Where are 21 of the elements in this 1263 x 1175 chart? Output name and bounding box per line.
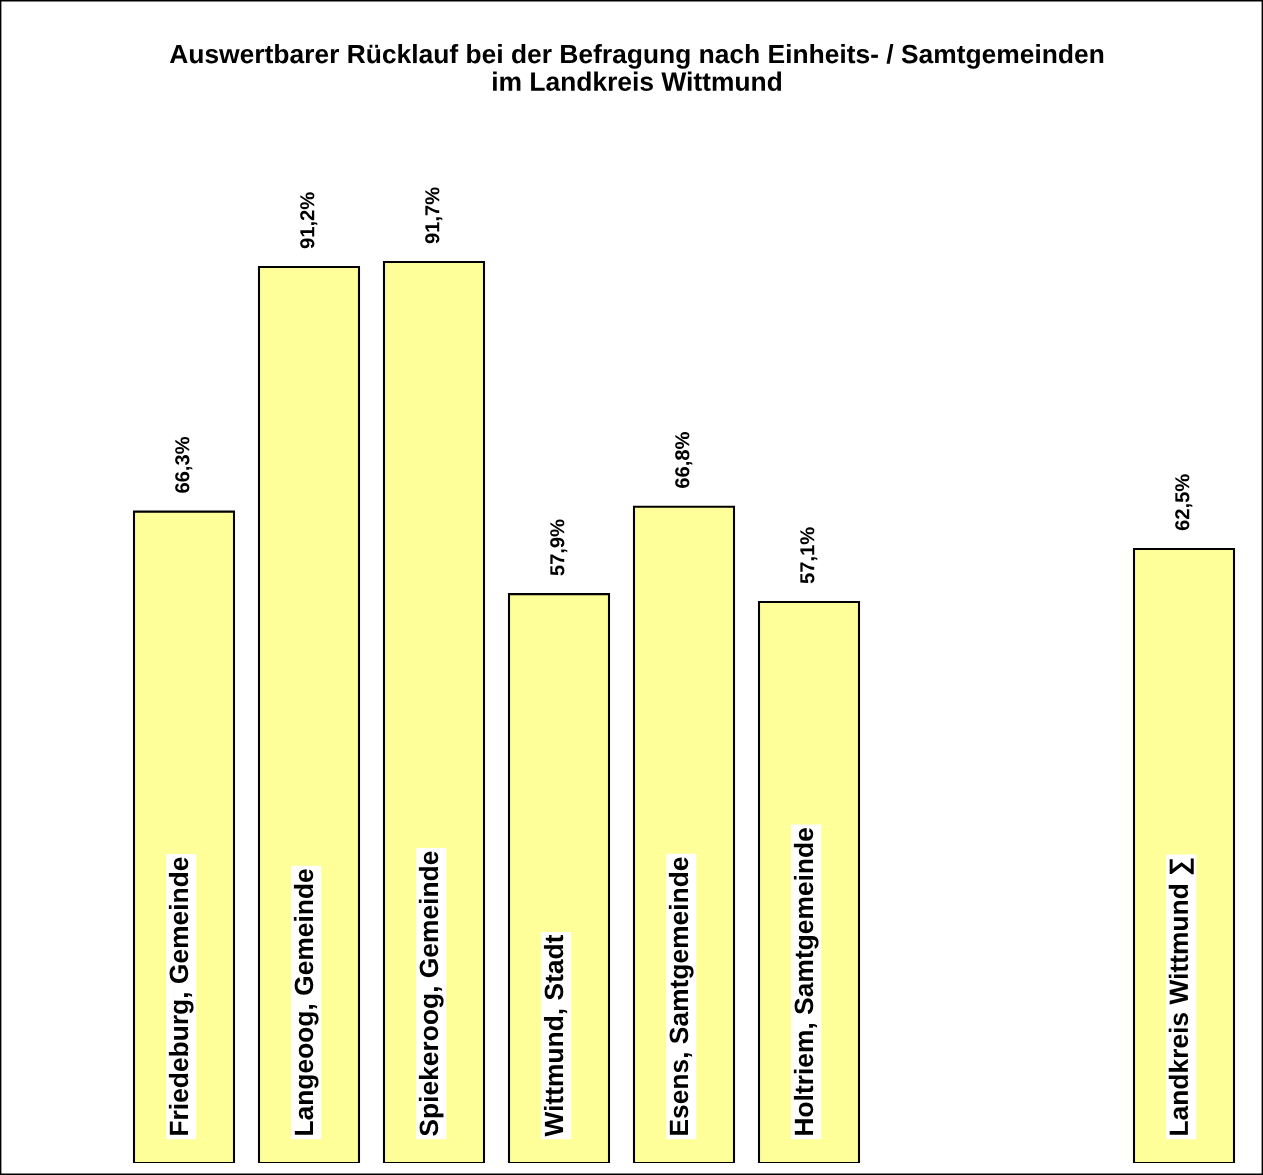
data-label: 57,9% <box>550 519 568 576</box>
x-tick-label: Esens, Samtgemeinde <box>668 857 694 1135</box>
x-tick-label: Spiekeroog, Gemeinde <box>418 851 444 1136</box>
bar <box>382 261 486 1163</box>
x-tick-label: Langeoog, Gemeinde <box>293 869 319 1135</box>
bar <box>257 265 361 1163</box>
data-label: 66,8% <box>675 432 693 488</box>
data-label: 91,2% <box>300 192 318 249</box>
bar <box>1132 547 1236 1163</box>
bar <box>132 510 236 1163</box>
x-tick-label: Wittmund, Stadt <box>543 934 568 1137</box>
data-label: 91,7% <box>425 187 443 244</box>
data-label: 62,5% <box>1175 474 1193 531</box>
data-label: 57,1% <box>800 527 818 584</box>
x-tick-label: Friedeburg, Gemeinde <box>168 857 194 1135</box>
bar <box>632 505 736 1163</box>
x-tick-label: Landkreis Wittmund ∑ <box>1168 858 1194 1135</box>
x-tick-label: Holtriem, Samtgemeinde <box>793 828 819 1135</box>
chart-title: Auswertbarer Rücklauf bei der Befragung nach Einheits- / Samtgemeinden im Landkreis Wittmund <box>169 44 1104 91</box>
bar <box>507 593 611 1163</box>
data-label: 66,3% <box>175 436 193 493</box>
